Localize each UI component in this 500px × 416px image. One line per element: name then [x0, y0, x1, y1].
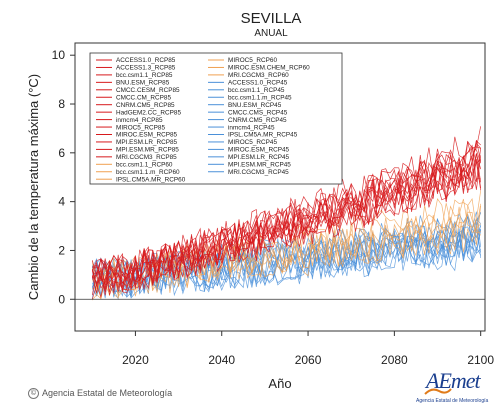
y-tick-label: 2	[58, 243, 65, 257]
legend-label: CMCC.CM_RCP85	[116, 94, 171, 101]
series-line	[91, 211, 482, 300]
y-tick-label: 0	[58, 292, 65, 306]
legend-label: MIROC5_RCP85	[116, 124, 165, 131]
legend-label: MRI.CGCM3_RCP45	[228, 169, 289, 176]
series-line	[92, 216, 481, 295]
series-line	[92, 190, 482, 300]
ticks-layer: 2020 2040 2060 2080 2100 0 2 4 6 8 10	[52, 48, 495, 367]
legend-label: ACCESS1.3_RCP85	[116, 65, 176, 72]
legend-label: CMCC.CMS_RCP45	[228, 109, 288, 116]
series-line	[91, 213, 481, 300]
legend-label: MPI.ESM.MR_RCP45	[228, 162, 291, 169]
legend-label: CNRM.CM5_RCP85	[116, 102, 175, 109]
legend-label: bcc.csm1.1_RCP60	[116, 162, 173, 169]
legend-label: BNU.ESM_RCP45	[228, 102, 282, 109]
legend-label: IPSL.CM5A.MR_RCP60	[116, 176, 186, 183]
legend-label: CMCC.CESM_RCP85	[116, 87, 180, 94]
legend-label: inmcm4_RCP45	[228, 124, 275, 131]
logo-subtext: Agencia Estatal de Meteorología	[416, 398, 489, 404]
series-line	[91, 162, 482, 294]
footer-credit-text: Agencia Estatal de Meteorología	[42, 388, 173, 398]
x-tick-label: 2080	[381, 353, 408, 367]
legend-label: MIROC.ESM_RCP45	[228, 147, 290, 154]
legend-label: IPSL.CM5A.MR_RCP45	[228, 132, 298, 139]
series-layer	[91, 126, 482, 301]
logo-wordmark: AEmet	[426, 368, 481, 393]
legend-label: bcc.csm1.1_RCP85	[116, 72, 173, 79]
legend-label: ACCESS1.0_RCP85	[116, 57, 176, 64]
x-tick-label: 2020	[122, 353, 149, 367]
y-tick-label: 8	[58, 97, 65, 111]
legend-label: MRI.CGCM3_RCP60	[228, 72, 289, 79]
y-tick-label: 4	[58, 195, 65, 209]
aemet-logo: AEmet Agencia Estatal de Meteorología	[416, 366, 496, 412]
footer-credit: © Agencia Estatal de Meteorología	[28, 388, 173, 400]
legend-label: CNRM.CM5_RCP45	[228, 117, 287, 124]
legend-label: MPI.ESM.MR_RCP85	[116, 147, 179, 154]
legend-label: bcc.csm1.1_RCP45	[228, 87, 285, 94]
x-tick-label: 2040	[208, 353, 235, 367]
x-axis-label: Año	[268, 376, 291, 391]
legend-label: bcc.csm1.1.m_RCP45	[228, 94, 292, 101]
legend-label: MRI.CGCM3_RCP85	[116, 154, 177, 161]
plot-frame	[74, 42, 486, 332]
legend-label: MIROC5_RCP60	[228, 57, 277, 64]
legend-label: MPI.ESM.LR_RCP45	[228, 154, 290, 161]
y-tick-label: 6	[58, 146, 65, 160]
chart-subtitle: ANUAL	[254, 28, 288, 39]
legend-label: MIROC.ESM.CHEM_RCP60	[228, 65, 310, 72]
x-tick-label: 2100	[467, 353, 494, 367]
series-line	[91, 166, 481, 292]
series-line	[91, 226, 482, 298]
legend-label: MPI.ESM.LR_RCP85	[116, 139, 178, 146]
series-line	[91, 155, 482, 296]
legend-label: BNU.ESM_RCP85	[116, 80, 170, 87]
legend-label: ACCESS1.0_RCP45	[228, 80, 288, 87]
legend-label: inmcm4_RCP85	[116, 117, 163, 124]
y-axis-label: Cambio de la temperatura máxima (°C)	[26, 74, 41, 300]
series-line	[91, 140, 482, 293]
legend-label: HadGEM2.CC_RCP85	[116, 109, 181, 116]
y-tick-label: 10	[52, 48, 66, 62]
legend: ACCESS1.0_RCP85ACCESS1.3_RCP85bcc.csm1.1…	[96, 57, 310, 183]
legend-label: bcc.csm1.1.m_RCP60	[116, 169, 180, 176]
logo-swoosh-icon	[424, 388, 452, 395]
series-line	[91, 158, 482, 292]
copyright-icon: ©	[28, 388, 39, 400]
legend-label: MIROC.ESM_RCP85	[116, 132, 178, 139]
chart-title: SEVILLA	[241, 10, 302, 27]
series-line	[91, 222, 482, 292]
legend-label: MIROC5_RCP45	[228, 139, 277, 146]
x-tick-label: 2060	[295, 353, 322, 367]
